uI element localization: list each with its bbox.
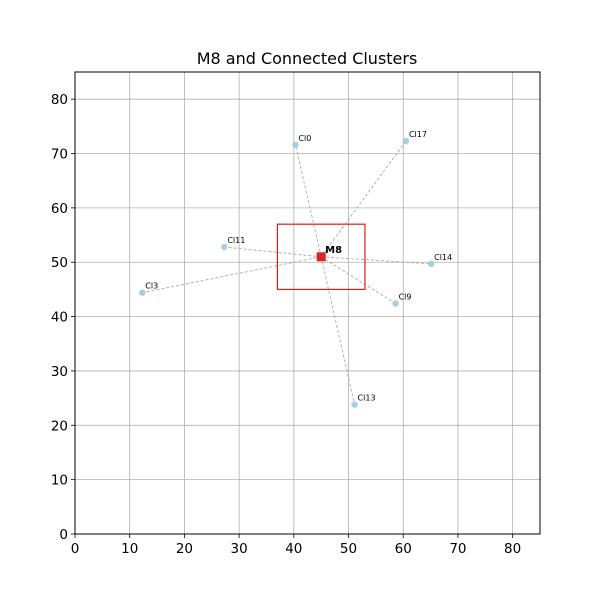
y-tick-label: 50 (51, 255, 68, 271)
connection-line (295, 144, 322, 257)
cluster-label: Cl14 (434, 253, 452, 262)
cluster-label: Cl13 (358, 394, 376, 403)
y-tick-label: 20 (51, 418, 68, 434)
cluster-point (139, 289, 146, 296)
cluster-point (351, 401, 358, 408)
x-tick-label: 10 (121, 541, 138, 557)
x-tick-label: 20 (176, 541, 193, 557)
connection-line (320, 256, 396, 304)
cluster-point (402, 137, 410, 145)
cluster-point (221, 243, 228, 251)
cluster-label: Cl9 (399, 293, 412, 302)
x-tick-label: 0 (71, 541, 80, 557)
axis-ticks: 0 10 20 30 40 50 60 70 80 0 10 20 30 40 50 60 70 80 (51, 92, 521, 557)
x-tick-label: 40 (285, 541, 302, 557)
y-tick-label: 40 (51, 310, 68, 326)
connection-line (224, 246, 322, 258)
cluster-label: Cl0 (298, 134, 311, 143)
connection-line (142, 256, 322, 294)
cluster-point (292, 141, 299, 149)
cluster-points (139, 137, 435, 408)
center-point (316, 252, 326, 262)
cluster-labels: Cl0 Cl17 Cl11 Cl14 Cl3 Cl9 Cl13 M8 (145, 130, 452, 403)
cluster-label: Cl11 (227, 236, 245, 245)
x-tick-label: 70 (449, 541, 466, 557)
y-tick-label: 30 (51, 364, 68, 380)
connection-lines (142, 140, 432, 405)
y-tick-label: 60 (51, 201, 68, 217)
center-label: M8 (325, 245, 342, 256)
y-tick-label: 70 (51, 147, 68, 163)
center-bounding-box (276, 223, 366, 291)
connection-line (320, 256, 355, 405)
cluster-label: Cl17 (409, 130, 427, 139)
grid-lines (74, 72, 540, 535)
cluster-label: Cl3 (145, 282, 158, 291)
cluster-point (392, 300, 399, 307)
x-tick-label: 80 (504, 541, 521, 557)
y-tick-label: 0 (59, 527, 68, 543)
y-tick-label: 10 (51, 473, 68, 489)
x-tick-label: 60 (395, 541, 412, 557)
connection-line (320, 140, 407, 258)
cluster-point (427, 260, 435, 268)
y-tick-label: 80 (51, 92, 68, 108)
plot-frame (74, 71, 541, 535)
x-tick-label: 30 (231, 541, 248, 557)
chart-title: M8 and Connected Clusters (197, 49, 418, 68)
x-tick-label: 50 (340, 541, 357, 557)
connection-line (321, 256, 432, 265)
